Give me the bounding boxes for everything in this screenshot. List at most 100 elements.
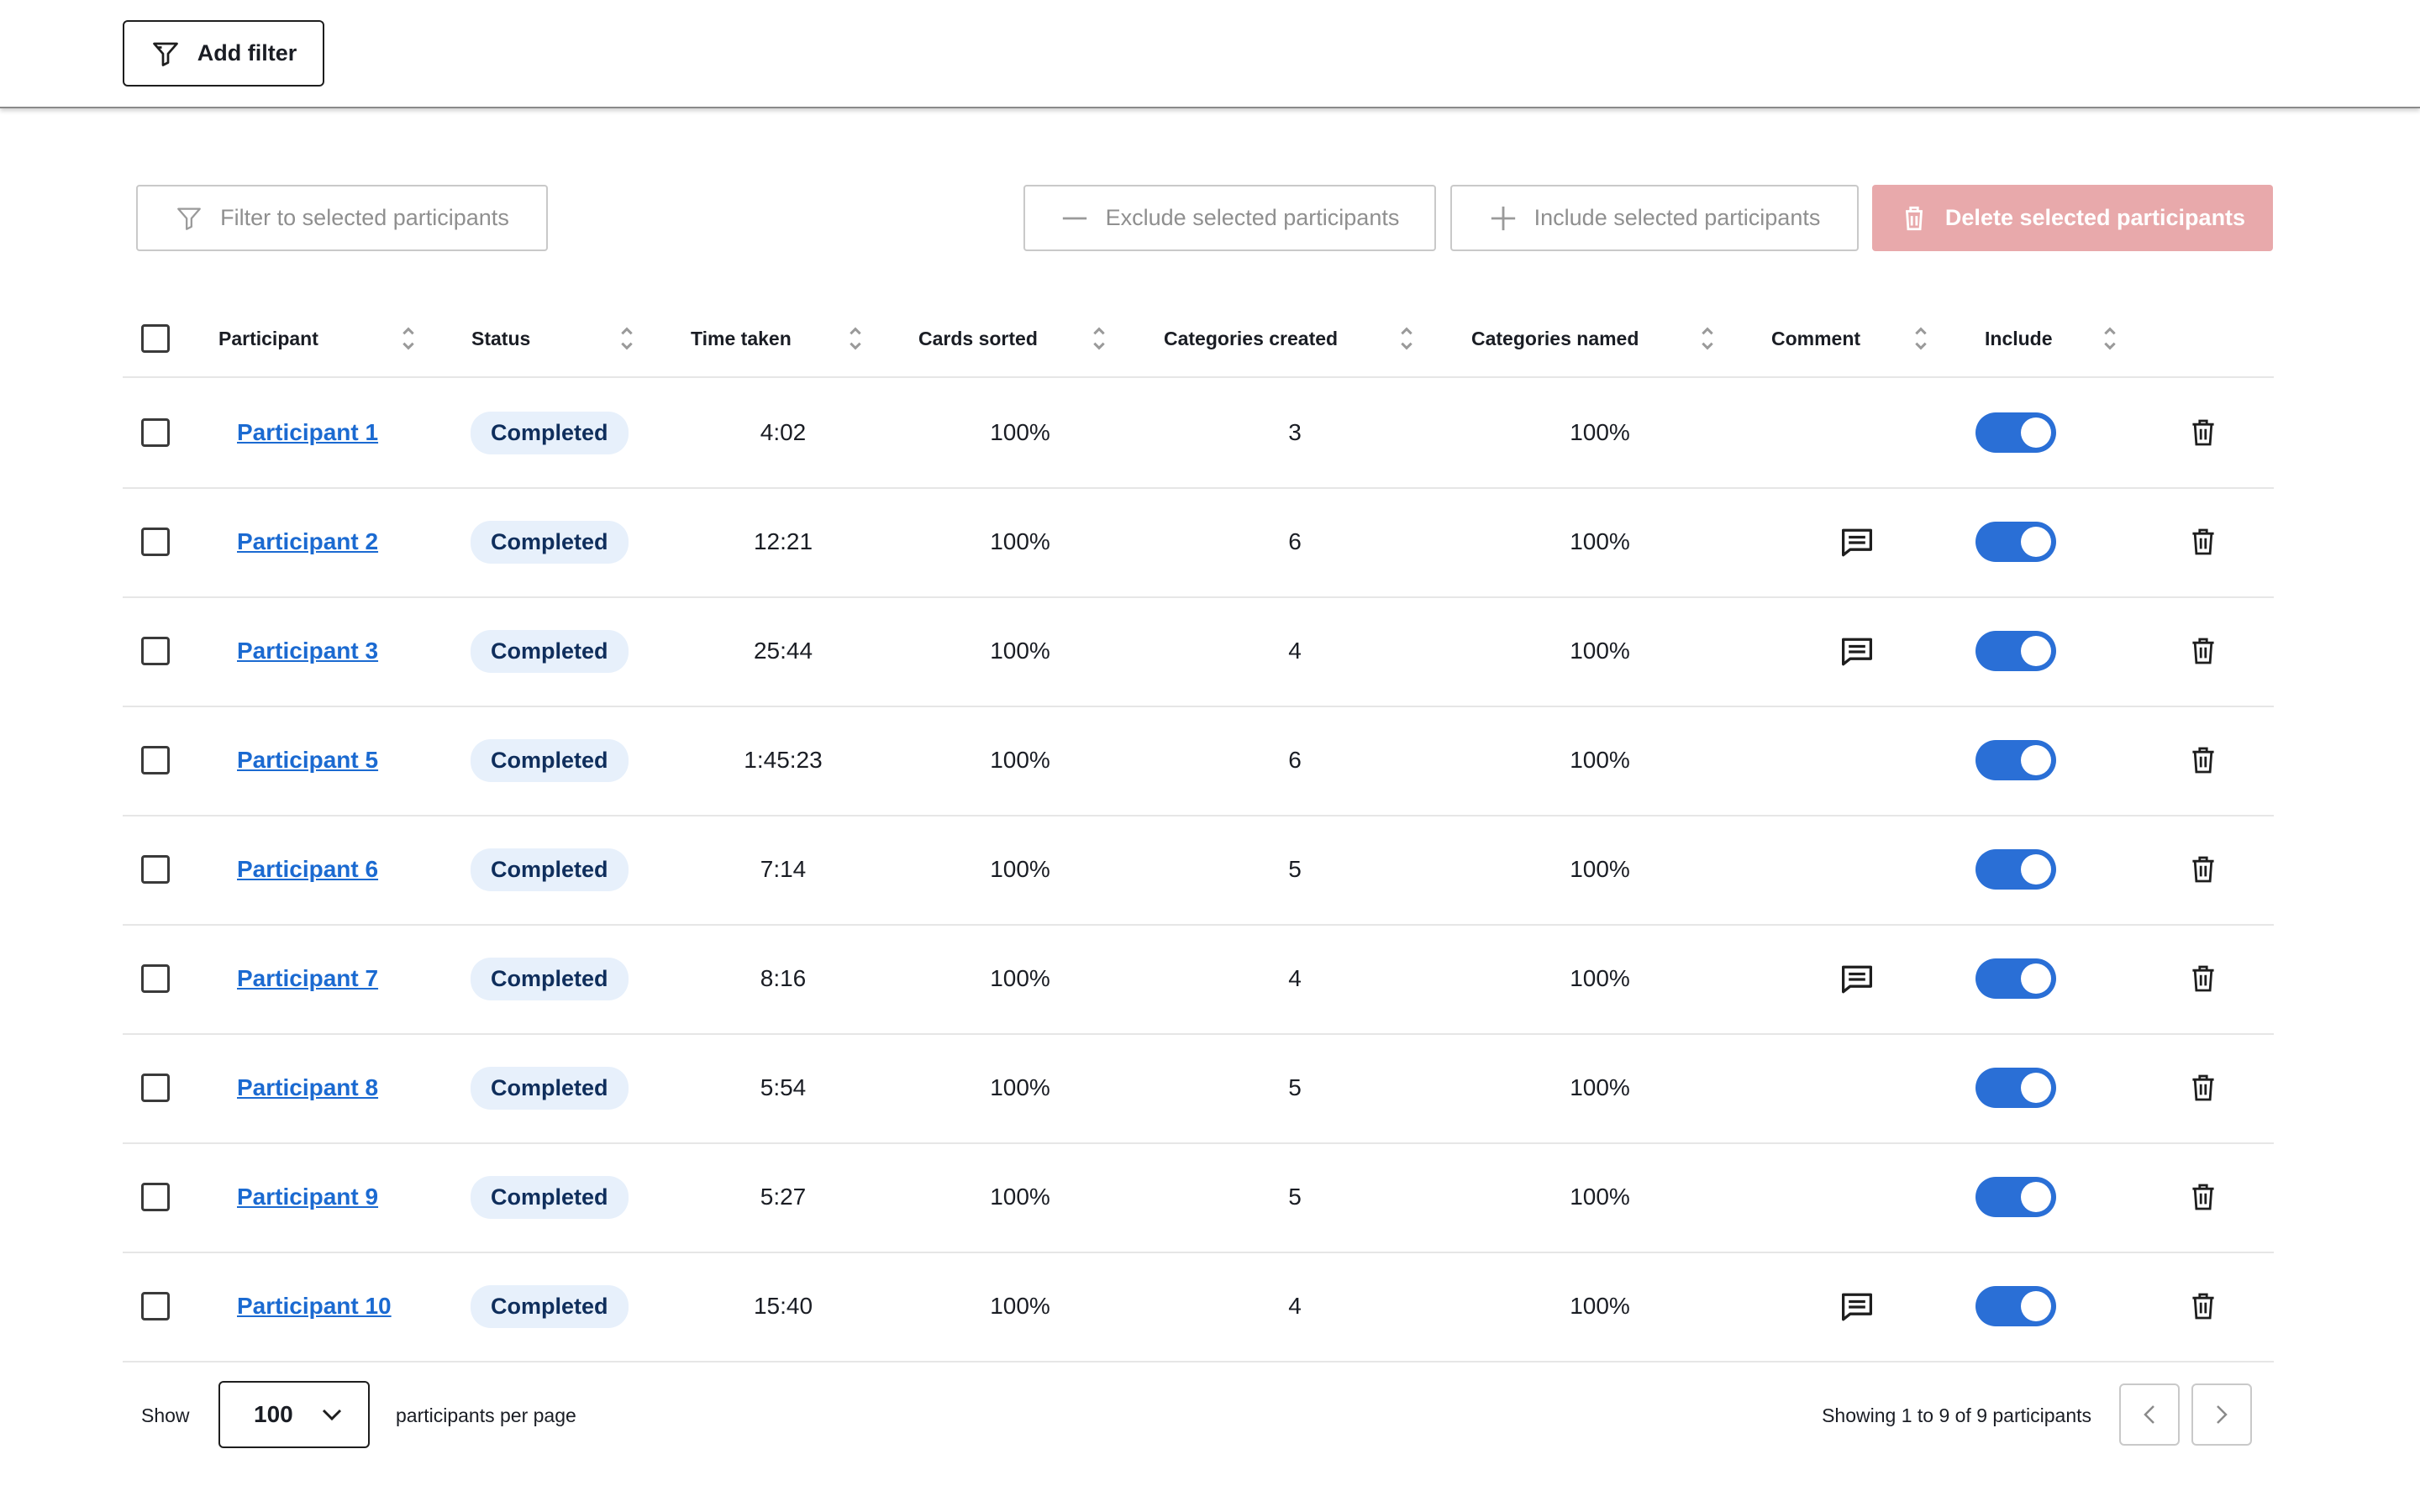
table-row: Participant 10 Completed 15:40 100% 4 100% [123, 1252, 2274, 1362]
top-bar: Add filter [0, 0, 2420, 108]
trash-icon[interactable] [2191, 964, 2215, 993]
row-checkbox[interactable] [141, 1183, 170, 1211]
categories-created: 4 [1288, 1293, 1302, 1319]
row-checkbox[interactable] [141, 418, 170, 447]
categories-created: 5 [1288, 1074, 1302, 1100]
participant-link[interactable]: Participant 1 [237, 419, 379, 445]
add-filter-button[interactable]: Add filter [123, 20, 324, 87]
participant-link[interactable]: Participant 10 [237, 1293, 392, 1319]
select-all-checkbox[interactable] [141, 324, 170, 353]
comment-icon[interactable] [1840, 1292, 1874, 1322]
trash-icon[interactable] [2191, 418, 2215, 447]
toggle-knob [2021, 854, 2051, 885]
time-taken: 15:40 [753, 1293, 813, 1319]
participant-link[interactable]: Participant 9 [237, 1184, 379, 1210]
per-page-select[interactable]: 100 [218, 1381, 370, 1448]
sort-icon[interactable] [1091, 324, 1107, 353]
include-toggle[interactable] [1975, 631, 2056, 671]
row-checkbox[interactable] [141, 964, 170, 993]
previous-page-button[interactable] [2119, 1383, 2180, 1446]
filter-icon [177, 207, 202, 230]
time-taken: 12:21 [753, 528, 813, 554]
categories-created: 4 [1288, 965, 1302, 991]
column-header-comment[interactable]: Comment [1771, 327, 1861, 349]
categories-named: 100% [1570, 1184, 1630, 1210]
participant-link[interactable]: Participant 5 [237, 747, 379, 773]
sort-icon[interactable] [2102, 324, 2118, 353]
include-toggle[interactable] [1975, 740, 2056, 780]
per-page-value: 100 [254, 1401, 293, 1427]
sort-icon[interactable] [847, 324, 864, 353]
participant-link[interactable]: Participant 3 [237, 638, 379, 664]
column-header-time-taken[interactable]: Time taken [691, 327, 792, 349]
filter-selected-button[interactable]: Filter to selected participants [136, 185, 548, 251]
comment-icon[interactable] [1840, 964, 1874, 995]
column-header-participant[interactable]: Participant [218, 327, 318, 349]
include-toggle[interactable] [1975, 522, 2056, 562]
comment-icon[interactable] [1840, 637, 1874, 667]
include-selected-button[interactable]: Include selected participants [1450, 185, 1859, 251]
chevron-down-icon [322, 1409, 342, 1421]
table-row: Participant 9 Completed 5:27 100% 5 100% [123, 1142, 2274, 1253]
comment-icon[interactable] [1840, 528, 1874, 558]
toggle-knob [2021, 1073, 2051, 1103]
trash-icon[interactable] [2191, 1292, 2215, 1320]
filter-icon [152, 42, 178, 66]
participant-link[interactable]: Participant 8 [237, 1074, 379, 1100]
table-row: Participant 7 Completed 8:16 100% 4 100% [123, 924, 2274, 1035]
trash-icon[interactable] [2191, 528, 2215, 556]
toggle-knob [2021, 1182, 2051, 1212]
sort-icon[interactable] [618, 324, 635, 353]
table-header: Participant Status Time taken Cards sort… [123, 301, 2274, 378]
table-row: Participant 8 Completed 5:54 100% 5 100% [123, 1033, 2274, 1144]
time-taken: 4:02 [760, 419, 807, 445]
toggle-knob [2021, 527, 2051, 557]
sort-icon[interactable] [1699, 324, 1716, 353]
include-toggle[interactable] [1975, 412, 2056, 453]
table-row: Participant 6 Completed 7:14 100% 5 100% [123, 815, 2274, 926]
categories-created: 5 [1288, 856, 1302, 882]
row-checkbox[interactable] [141, 637, 170, 665]
column-header-status[interactable]: Status [471, 327, 531, 349]
trash-icon[interactable] [2191, 746, 2215, 774]
trash-icon [1906, 206, 1923, 230]
sort-icon[interactable] [400, 324, 417, 353]
next-page-button[interactable] [2191, 1383, 2252, 1446]
toggle-knob [2021, 417, 2051, 448]
trash-icon[interactable] [2191, 1074, 2215, 1102]
trash-icon[interactable] [2191, 1183, 2215, 1211]
sort-icon[interactable] [1398, 324, 1415, 353]
categories-named: 100% [1570, 747, 1630, 773]
exclude-selected-button[interactable]: Exclude selected participants [1023, 185, 1436, 251]
row-checkbox[interactable] [141, 1292, 170, 1320]
include-toggle[interactable] [1975, 958, 2056, 999]
row-checkbox[interactable] [141, 1074, 170, 1102]
participant-link[interactable]: Participant 7 [237, 965, 379, 991]
table-row: Participant 5 Completed 1:45:23 100% 6 100% [123, 706, 2274, 816]
include-toggle[interactable] [1975, 1286, 2056, 1326]
column-header-cards-sorted[interactable]: Cards sorted [918, 327, 1038, 349]
column-header-categories-created[interactable]: Categories created [1164, 327, 1339, 349]
include-toggle[interactable] [1975, 849, 2056, 890]
cards-sorted: 100% [990, 1074, 1050, 1100]
sort-icon[interactable] [1912, 324, 1929, 353]
trash-icon[interactable] [2191, 855, 2215, 884]
cards-sorted: 100% [990, 638, 1050, 664]
column-header-categories-named[interactable]: Categories named [1471, 327, 1639, 349]
status-badge: Completed [471, 1066, 629, 1110]
status-badge: Completed [471, 738, 629, 782]
include-toggle[interactable] [1975, 1068, 2056, 1108]
chevron-right-icon [2217, 1405, 2228, 1424]
row-checkbox[interactable] [141, 855, 170, 884]
delete-selected-button[interactable]: Delete selected participants [1872, 185, 2273, 251]
include-toggle[interactable] [1975, 1177, 2056, 1217]
column-header-include[interactable]: Include [1985, 327, 2053, 349]
row-checkbox[interactable] [141, 528, 170, 556]
table-row: Participant 1 Completed 4:02 100% 3 100% [123, 378, 2274, 489]
trash-icon[interactable] [2191, 637, 2215, 665]
categories-created: 5 [1288, 1184, 1302, 1210]
categories-named: 100% [1570, 528, 1630, 554]
participant-link[interactable]: Participant 2 [237, 528, 379, 554]
row-checkbox[interactable] [141, 746, 170, 774]
participant-link[interactable]: Participant 6 [237, 856, 379, 882]
